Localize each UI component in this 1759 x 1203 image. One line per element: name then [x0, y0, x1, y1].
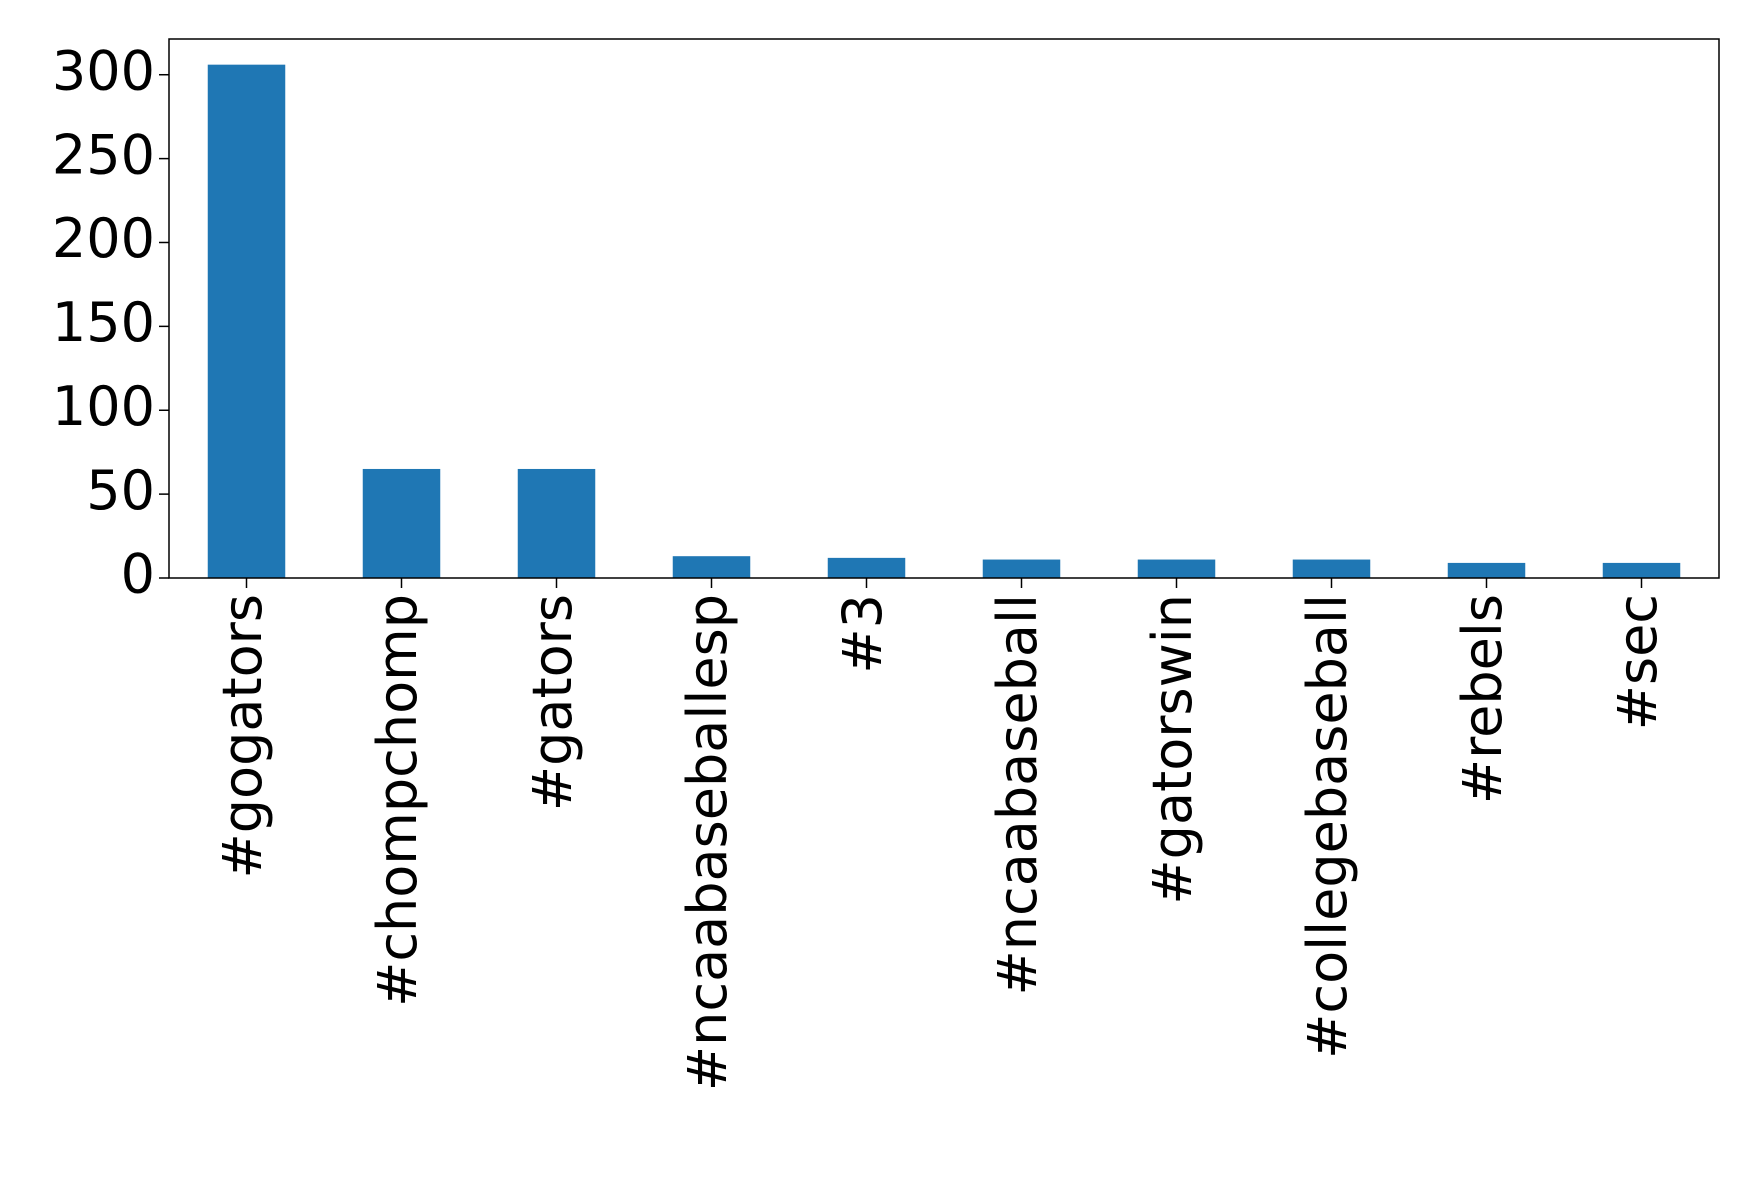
bar	[207, 64, 286, 578]
bar	[1447, 562, 1526, 578]
y-tick-label: 100	[52, 375, 155, 438]
bar	[1602, 562, 1681, 578]
bar	[362, 468, 441, 578]
bar	[827, 557, 906, 578]
x-tick-label: #ncaabaseballesp	[676, 594, 739, 1091]
bar	[982, 559, 1061, 578]
bar	[1292, 559, 1371, 578]
x-tick-label: #gogators	[211, 594, 274, 878]
y-tick-label: 200	[52, 207, 155, 270]
x-tick-label: #sec	[1606, 594, 1669, 730]
bar	[672, 556, 751, 578]
x-tick-label: #gatorswin	[1141, 594, 1204, 905]
x-tick-label: #chompchomp	[366, 594, 429, 1007]
bar	[517, 468, 596, 578]
y-tick-label: 50	[86, 459, 155, 522]
y-tick-label: 250	[52, 123, 155, 186]
y-tick-label: 300	[52, 39, 155, 102]
bar	[1137, 559, 1216, 578]
plot-frame	[168, 38, 1720, 579]
x-tick-label: #gators	[521, 594, 584, 811]
y-tick-label: 150	[52, 291, 155, 354]
x-tick-label: #rebels	[1451, 594, 1514, 804]
x-tick-label: #ncaabaseball	[986, 594, 1049, 995]
y-tick-label: 0	[121, 543, 155, 606]
x-tick-label: #3	[831, 594, 894, 674]
x-tick-label: #collegebaseball	[1296, 594, 1359, 1059]
